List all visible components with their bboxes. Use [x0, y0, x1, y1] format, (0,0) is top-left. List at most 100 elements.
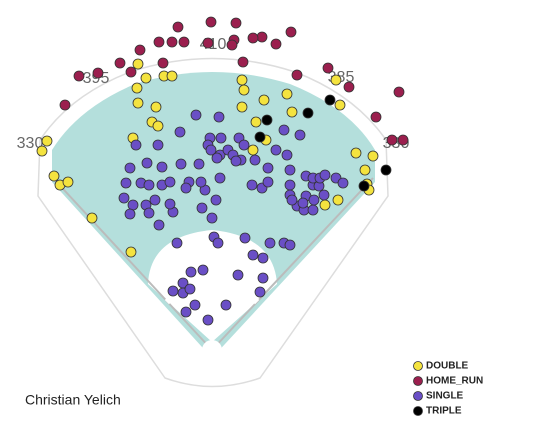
hit-point: [334, 99, 346, 111]
hit-point: [153, 36, 165, 48]
hit-point: [230, 17, 242, 29]
hit-point: [114, 57, 126, 69]
hit-point: [132, 97, 144, 109]
hit-point: [141, 157, 153, 169]
legend-label: SINGLE: [426, 391, 464, 402]
legend-label: HOME_RUN: [426, 376, 483, 387]
hit-point: [211, 152, 223, 164]
hit-point: [134, 44, 146, 56]
hit-point: [264, 237, 276, 249]
hit-point: [247, 144, 259, 156]
hit-point: [175, 158, 187, 170]
hit-point: [250, 116, 262, 128]
hit-point: [124, 162, 136, 174]
hit-point: [294, 129, 306, 141]
mound: [205, 293, 219, 307]
hit-point: [270, 38, 282, 50]
hit-point: [172, 21, 184, 33]
hit-point: [239, 232, 251, 244]
hit-point: [174, 126, 186, 138]
hit-point: [127, 199, 139, 211]
hit-point: [386, 134, 398, 146]
hit-point: [236, 101, 248, 113]
hit-point: [125, 66, 137, 78]
hit-point: [197, 264, 209, 276]
hit-point: [59, 99, 71, 111]
hit-point: [319, 199, 331, 211]
foul-line: [52, 177, 213, 351]
hit-point: [258, 94, 270, 106]
hit-point: [184, 283, 196, 295]
hit-point: [236, 74, 248, 86]
hit-point: [257, 252, 269, 264]
hit-point: [286, 194, 298, 206]
hit-point: [180, 306, 192, 318]
hit-point: [367, 150, 379, 162]
hit-point: [178, 36, 190, 48]
hit-point: [257, 272, 269, 284]
hit-point: [206, 212, 218, 224]
hit-point: [167, 285, 179, 297]
hit-point: [297, 197, 309, 209]
hit-point: [86, 212, 98, 224]
hit-point: [213, 111, 225, 123]
hit-point: [350, 147, 362, 159]
hit-point: [397, 134, 409, 146]
legend-marker: [413, 361, 423, 371]
base: [250, 295, 260, 305]
legend-label: TRIPLE: [426, 406, 462, 417]
hit-point: [214, 172, 226, 184]
hit-point: [62, 176, 74, 188]
hit-point: [307, 204, 319, 216]
hit-point: [318, 189, 330, 201]
hit-point: [247, 249, 259, 261]
hit-point: [343, 81, 355, 93]
hit-point: [226, 39, 238, 51]
hit-point: [319, 169, 331, 181]
hit-point: [254, 131, 266, 143]
hit-point: [284, 164, 296, 176]
hit-point: [164, 176, 176, 188]
legend-label: DOUBLE: [426, 361, 469, 372]
hit-point: [337, 177, 349, 189]
hit-point: [205, 16, 217, 28]
hit-point: [247, 32, 259, 44]
hit-point: [131, 82, 143, 94]
hit-point: [249, 154, 261, 166]
hit-point: [291, 69, 303, 81]
hit-point: [393, 86, 405, 98]
hit-point: [157, 57, 169, 69]
hit-point: [359, 164, 371, 176]
hit-point: [212, 237, 224, 249]
hit-point: [286, 106, 298, 118]
home-plate-area: [202, 340, 222, 360]
player-name: Christian Yelich: [25, 392, 121, 408]
hit-point: [189, 299, 201, 311]
hit-point: [205, 144, 217, 156]
hit-point: [302, 107, 314, 119]
infield: [148, 230, 277, 342]
hit-point: [262, 176, 274, 188]
hit-point: [232, 269, 244, 281]
hit-point: [237, 56, 249, 68]
hit-point: [370, 111, 382, 123]
hit-point: [156, 161, 168, 173]
hit-point: [238, 84, 250, 96]
distance-label: 330: [17, 135, 44, 152]
hit-point: [281, 149, 293, 161]
hit-point: [193, 158, 205, 170]
hit-point: [202, 314, 214, 326]
hit-point: [164, 198, 176, 210]
hit-point: [195, 176, 207, 188]
hit-point: [149, 194, 161, 206]
hit-point: [36, 145, 48, 157]
hit-point: [132, 58, 144, 70]
hit-point: [380, 164, 392, 176]
hit-point: [152, 139, 164, 151]
hit-point: [150, 101, 162, 113]
hit-point: [171, 237, 183, 249]
hit-point: [202, 37, 214, 49]
hit-point: [246, 179, 258, 191]
legend-marker: [413, 391, 423, 401]
